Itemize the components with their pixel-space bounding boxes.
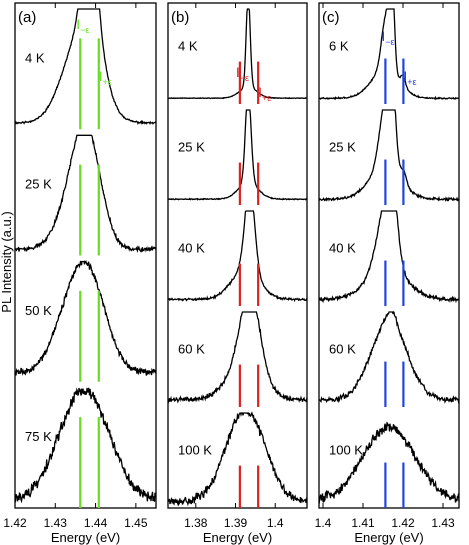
x-tick-label: 1.43 <box>44 516 68 530</box>
spectrum-line <box>318 210 460 304</box>
y-axis-label: PL Intensity (a.u.) <box>0 211 14 312</box>
spectrum-line <box>318 310 460 404</box>
panel-a: 1.42 1.43 1.44 1.45 Energy (eV) (a) 4 K I−ε I+ε 2… <box>3 2 157 545</box>
spectrum-line <box>318 421 460 505</box>
line-label-minus: I−ε <box>76 16 89 35</box>
temperature-label: 75 K <box>25 429 52 444</box>
line-label-plus: I+ε <box>258 84 271 103</box>
temperature-label: 40 K <box>329 240 356 255</box>
temperature-label: 100 K <box>329 442 363 457</box>
temperature-label: 40 K <box>178 240 205 255</box>
x-tick-label: 1.42 <box>3 516 27 530</box>
temperature-label: 60 K <box>178 341 205 356</box>
x-tick-label: 1.45 <box>124 516 148 530</box>
x-tick-label: 1.43 <box>431 516 455 530</box>
temperature-label: 60 K <box>329 341 356 356</box>
temperature-label: 4 K <box>178 38 198 53</box>
x-tick-label: 1.4 <box>267 516 284 530</box>
panel-label: (a) <box>18 9 36 26</box>
line-label-minus: I−ε <box>381 28 394 47</box>
x-tick-label: 1.39 <box>224 516 248 530</box>
x-tick-label: 1.38 <box>184 516 208 530</box>
panel-label: (c) <box>322 9 340 26</box>
panel-frame <box>14 2 157 509</box>
temperature-label: 6 K <box>329 38 349 53</box>
line-label-plus: I+ε <box>99 68 112 87</box>
panel-frame <box>318 2 460 509</box>
x-axis-label: Energy (eV) <box>354 530 423 545</box>
spectrum-line <box>167 411 308 507</box>
spectrum-line <box>14 260 157 376</box>
temperature-label: 100 K <box>178 442 212 457</box>
spectrum-line <box>14 134 157 253</box>
spectrum-line <box>168 109 308 201</box>
panel-frame <box>167 2 308 509</box>
spectrum-line <box>167 8 308 100</box>
spectrum-line <box>167 210 308 303</box>
x-axis-label: Energy (eV) <box>51 530 120 545</box>
panels: 1.42 1.43 1.44 1.45 Energy (eV) (a) 4 K I−ε I+ε 2… <box>3 2 460 545</box>
temperature-label: 25 K <box>25 177 52 192</box>
spectrum-line <box>14 387 157 504</box>
temperature-label: 25 K <box>178 139 205 154</box>
x-tick-label: 1.41 <box>351 516 375 530</box>
panel-label: (b) <box>171 9 189 26</box>
x-tick-label: 1.44 <box>84 516 108 530</box>
temperature-label: 50 K <box>25 303 52 318</box>
line-label-plus: I+ε <box>403 68 416 87</box>
panel-c: 1.4 1.41 1.42 1.43 Energy (eV) (c) 6 K I−ε I+ε 25… <box>315 2 460 545</box>
x-tick-label: 1.42 <box>391 516 415 530</box>
x-axis-label: Energy (eV) <box>203 530 272 545</box>
spectrum-line <box>14 8 157 126</box>
temperature-label: 4 K <box>25 50 45 65</box>
temperature-label: 25 K <box>329 139 356 154</box>
spectrum-line <box>318 109 460 203</box>
spectrum-line <box>167 311 308 404</box>
x-tick-label: 1.4 <box>315 516 332 530</box>
line-label-minus: I−ε <box>236 64 249 83</box>
spectrum-line <box>318 8 460 101</box>
